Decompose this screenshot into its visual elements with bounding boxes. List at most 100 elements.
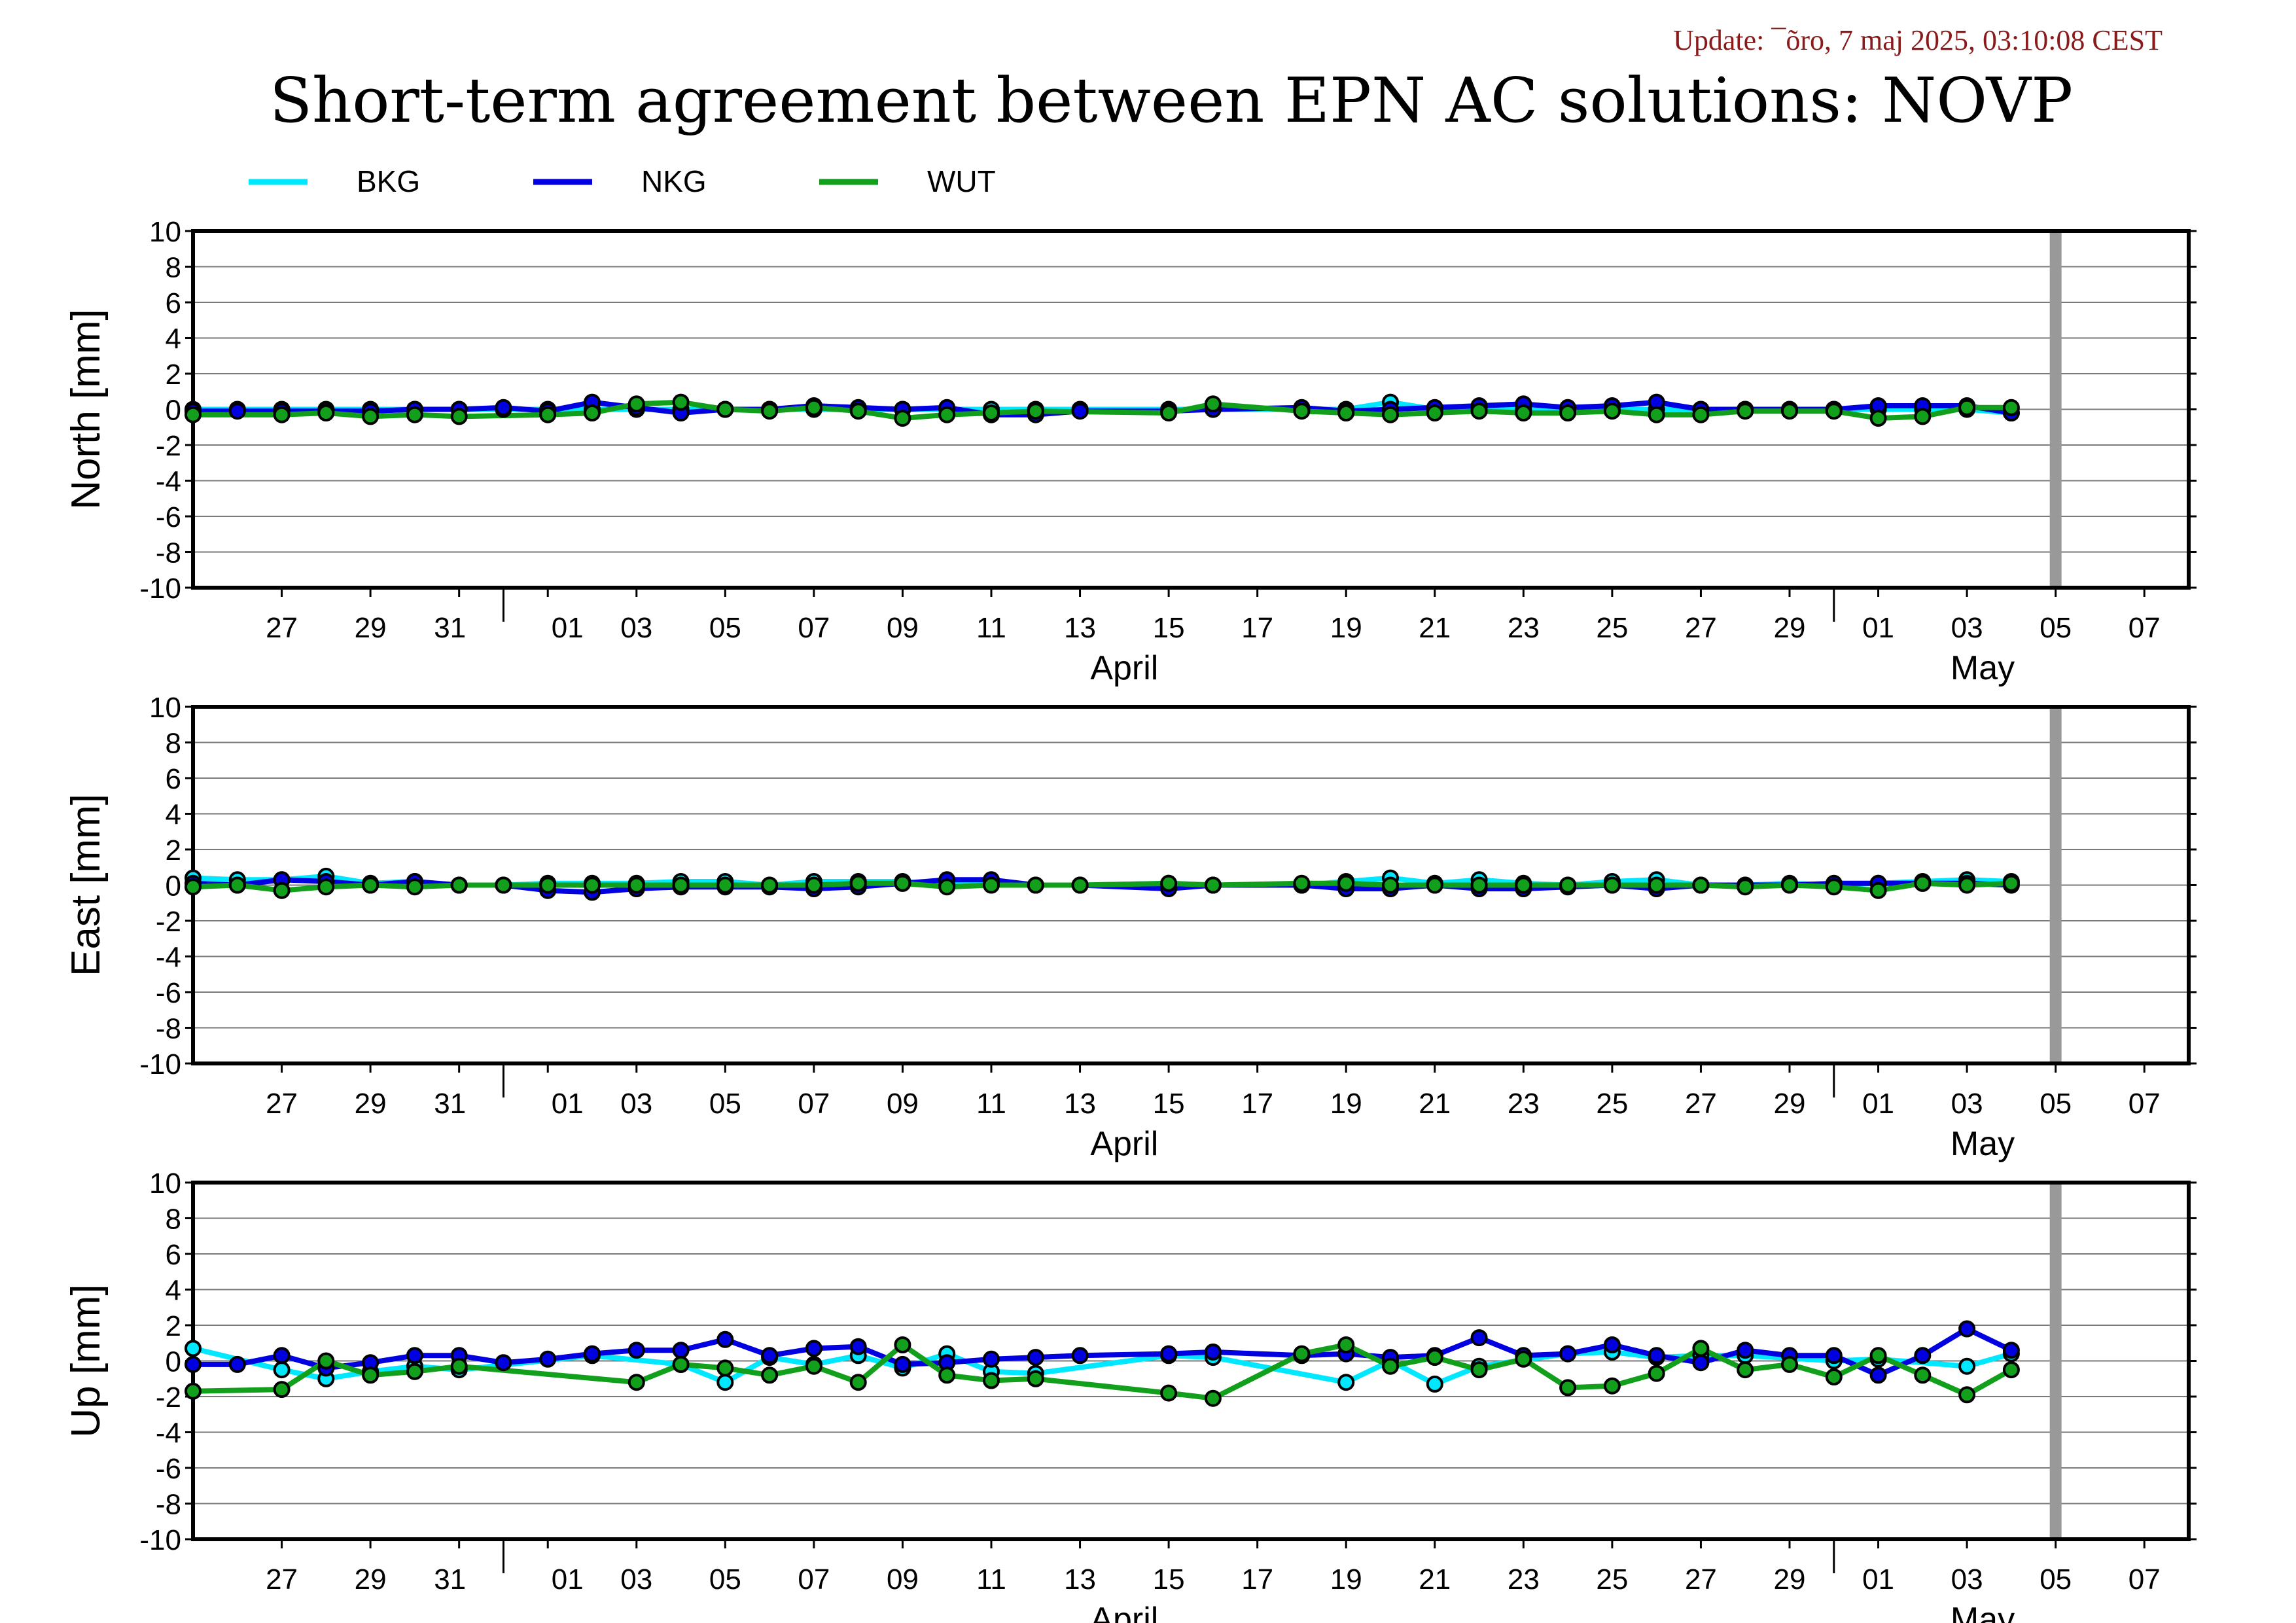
data-point-wut	[406, 406, 423, 423]
y-tick-label: -8	[156, 1013, 181, 1045]
series-line-wut	[192, 880, 2012, 893]
data-point-wut	[849, 1374, 867, 1391]
y-axis-label: North [mm]	[63, 309, 109, 510]
data-point-nkg	[185, 1355, 202, 1373]
data-point-wut	[1160, 1384, 1178, 1402]
data-point-nkg	[495, 1354, 512, 1372]
data-point-wut	[450, 1357, 468, 1375]
data-point-wut	[1869, 1347, 1887, 1364]
data-point-wut	[761, 402, 779, 420]
data-point-wut	[273, 406, 291, 423]
data-point-nkg	[273, 1347, 291, 1364]
data-point-wut	[450, 876, 468, 894]
data-point-wut	[1293, 1345, 1311, 1363]
x-tick-label: 27	[1685, 1088, 1717, 1120]
data-point-wut	[1027, 402, 1044, 420]
x-tick-label: 09	[887, 612, 919, 644]
y-tick-label: 0	[166, 870, 181, 902]
data-point-wut	[584, 876, 601, 894]
x-tick-label: 13	[1064, 1563, 1096, 1596]
data-point-nkg	[672, 1342, 690, 1359]
data-point-wut	[805, 399, 822, 416]
data-point-nkg	[1071, 1347, 1089, 1364]
x-tick-label: 21	[1419, 1088, 1451, 1120]
x-tick-label: 15	[1153, 1088, 1185, 1120]
x-tick-label: 05	[2040, 1563, 2072, 1596]
data-point-nkg	[1559, 1345, 1577, 1363]
data-point-wut	[185, 878, 202, 896]
data-point-wut	[317, 878, 335, 896]
y-tick-label: 4	[166, 323, 181, 355]
data-point-nkg	[761, 1347, 779, 1364]
x-tick-label: 07	[2128, 1563, 2161, 1596]
x-tick-label: 17	[1241, 1088, 1273, 1120]
x-tick-label: 27	[266, 1563, 298, 1596]
data-point-wut	[362, 408, 380, 425]
x-tick-label: 01	[1862, 1088, 1894, 1120]
x-tick-label: 03	[1951, 1563, 1983, 1596]
x-tick-label: 05	[2040, 612, 2072, 644]
data-point-nkg	[406, 1347, 423, 1364]
x-tick-label: 05	[709, 1088, 741, 1120]
data-point-nkg	[716, 1330, 734, 1348]
x-tick-label: 31	[434, 1088, 466, 1120]
legend-label-nkg: NKG	[641, 164, 707, 198]
data-point-wut	[1603, 876, 1621, 894]
data-point-nkg	[1825, 1347, 1843, 1364]
data-point-wut	[1958, 1386, 1976, 1404]
x-tick-label: 03	[620, 612, 652, 644]
data-point-wut	[362, 1366, 380, 1384]
data-point-nkg	[1160, 1345, 1178, 1363]
x-tick-label: 27	[266, 612, 298, 644]
x-tick-label: 25	[1596, 612, 1628, 644]
data-point-wut	[761, 1366, 779, 1384]
data-point-wut	[1293, 874, 1311, 892]
y-tick-label: -4	[156, 1418, 181, 1450]
data-point-wut	[1204, 395, 1222, 413]
y-tick-label: -6	[156, 501, 181, 533]
data-point-wut	[1781, 1355, 1798, 1373]
data-point-nkg	[627, 1342, 645, 1359]
data-point-wut	[1515, 1350, 1532, 1368]
data-point-wut	[406, 1363, 423, 1380]
data-point-wut	[805, 876, 822, 894]
data-point-nkg	[228, 1355, 246, 1373]
data-point-wut	[894, 410, 911, 427]
data-point-nkg	[1692, 1354, 1710, 1372]
x-tick-label: 11	[976, 1088, 1006, 1120]
x-tick-label: 19	[1330, 612, 1362, 644]
x-tick-label: 05	[2040, 1088, 2072, 1120]
data-point-nkg	[849, 1338, 867, 1355]
data-point-wut	[716, 876, 734, 894]
data-point-wut	[1648, 876, 1665, 894]
data-point-wut	[1559, 404, 1577, 421]
legend-label-wut: WUT	[927, 164, 996, 198]
data-point-wut	[716, 1359, 734, 1377]
data-point-wut	[317, 404, 335, 421]
data-point-wut	[1559, 1379, 1577, 1397]
x-tick-label: 07	[798, 612, 830, 644]
x-tick-label: 31	[434, 612, 466, 644]
data-point-wut	[1737, 402, 1754, 420]
data-point-wut	[627, 1374, 645, 1391]
data-point-wut	[849, 402, 867, 420]
data-point-wut	[1914, 1366, 1932, 1384]
x-tick-label: 09	[887, 1088, 919, 1120]
data-point-wut	[317, 1352, 335, 1370]
x-tick-label: 05	[709, 1563, 741, 1596]
current-day-bar	[2049, 231, 2062, 588]
x-tick-label: 07	[798, 1088, 830, 1120]
data-point-wut	[1470, 1361, 1488, 1379]
data-point-wut	[1160, 404, 1178, 421]
x-tick-label: 13	[1064, 1088, 1096, 1120]
x-tick-label: 05	[709, 612, 741, 644]
x-tick-label: 15	[1153, 1563, 1185, 1596]
x-tick-label: 13	[1064, 612, 1096, 644]
x-tick-label: 29	[355, 612, 387, 644]
data-point-wut	[1515, 404, 1532, 421]
data-point-nkg	[983, 1350, 1000, 1368]
x-tick-label: 17	[1241, 612, 1273, 644]
data-point-wut	[627, 395, 645, 413]
data-point-nkg	[1027, 1349, 1044, 1366]
